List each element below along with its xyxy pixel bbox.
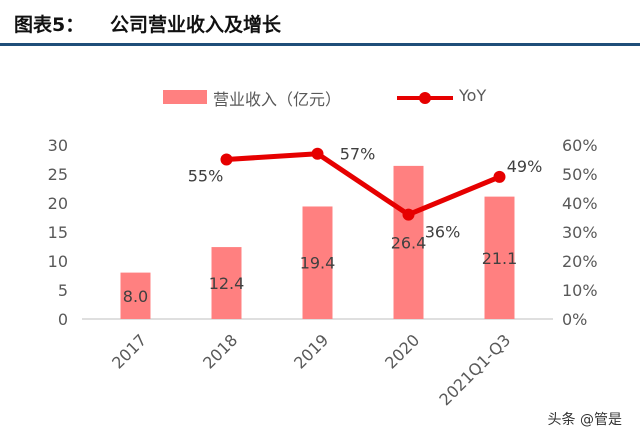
revenue-bar	[393, 165, 424, 319]
legend-line-label: YoY	[459, 86, 487, 105]
left-y-tick-label: 10	[48, 252, 68, 271]
right-y-tick-label: 60%	[562, 136, 598, 155]
yoy-point	[493, 170, 506, 183]
yoy-label: 36%	[425, 223, 461, 242]
revenue-bar-label: 21.1	[482, 249, 518, 268]
revenue-bar-label: 26.4	[391, 233, 427, 252]
revenue-bar-label: 8.0	[123, 287, 148, 306]
right-y-tick-label: 50%	[562, 165, 598, 184]
x-category-label: 2021Q1-Q3	[435, 330, 514, 409]
figure-header: 图表5： 公司营业收入及增长	[0, 0, 640, 46]
legend-bar-swatch	[163, 90, 207, 104]
right-y-tick-label: 30%	[562, 223, 598, 242]
watermark: 头条 @管是	[547, 412, 622, 428]
chart-legend: 营业收入（亿元） YoY	[0, 86, 640, 110]
legend-bar-label: 营业收入（亿元）	[213, 90, 342, 109]
yoy-label: 49%	[507, 157, 543, 176]
revenue-bar	[302, 206, 333, 319]
yoy-label: 55%	[188, 167, 224, 186]
left-y-tick-label: 25	[48, 165, 68, 184]
revenue-bar	[211, 247, 242, 319]
right-y-tick-label: 20%	[562, 252, 598, 271]
revenue-bar	[120, 272, 151, 319]
x-category-label: 2019	[290, 330, 332, 372]
left-y-tick-label: 30	[48, 136, 68, 155]
yoy-label: 57%	[340, 145, 376, 164]
left-y-tick-label: 15	[48, 223, 68, 242]
right-y-tick-label: 0%	[562, 310, 587, 329]
right-y-tick-label: 40%	[562, 194, 598, 213]
yoy-point	[220, 153, 233, 166]
legend-line-marker	[419, 92, 431, 104]
revenue-bar	[484, 196, 515, 319]
x-category-label: 2017	[108, 330, 150, 372]
figure-label: 图表5：	[14, 14, 85, 36]
left-y-tick-label: 5	[58, 281, 68, 300]
x-category-label: 2018	[199, 330, 241, 372]
right-y-tick-label: 10%	[562, 281, 598, 300]
figure-title: 公司营业收入及增长	[110, 14, 282, 36]
yoy-point	[311, 147, 324, 160]
revenue-bar-label: 12.4	[209, 274, 245, 293]
yoy-point	[402, 208, 415, 221]
left-y-tick-label: 20	[48, 194, 68, 213]
revenue-bar-label: 19.4	[300, 254, 336, 273]
left-y-tick-label: 0	[58, 310, 68, 329]
x-category-label: 2020	[381, 330, 423, 372]
yoy-line	[226, 151, 501, 218]
